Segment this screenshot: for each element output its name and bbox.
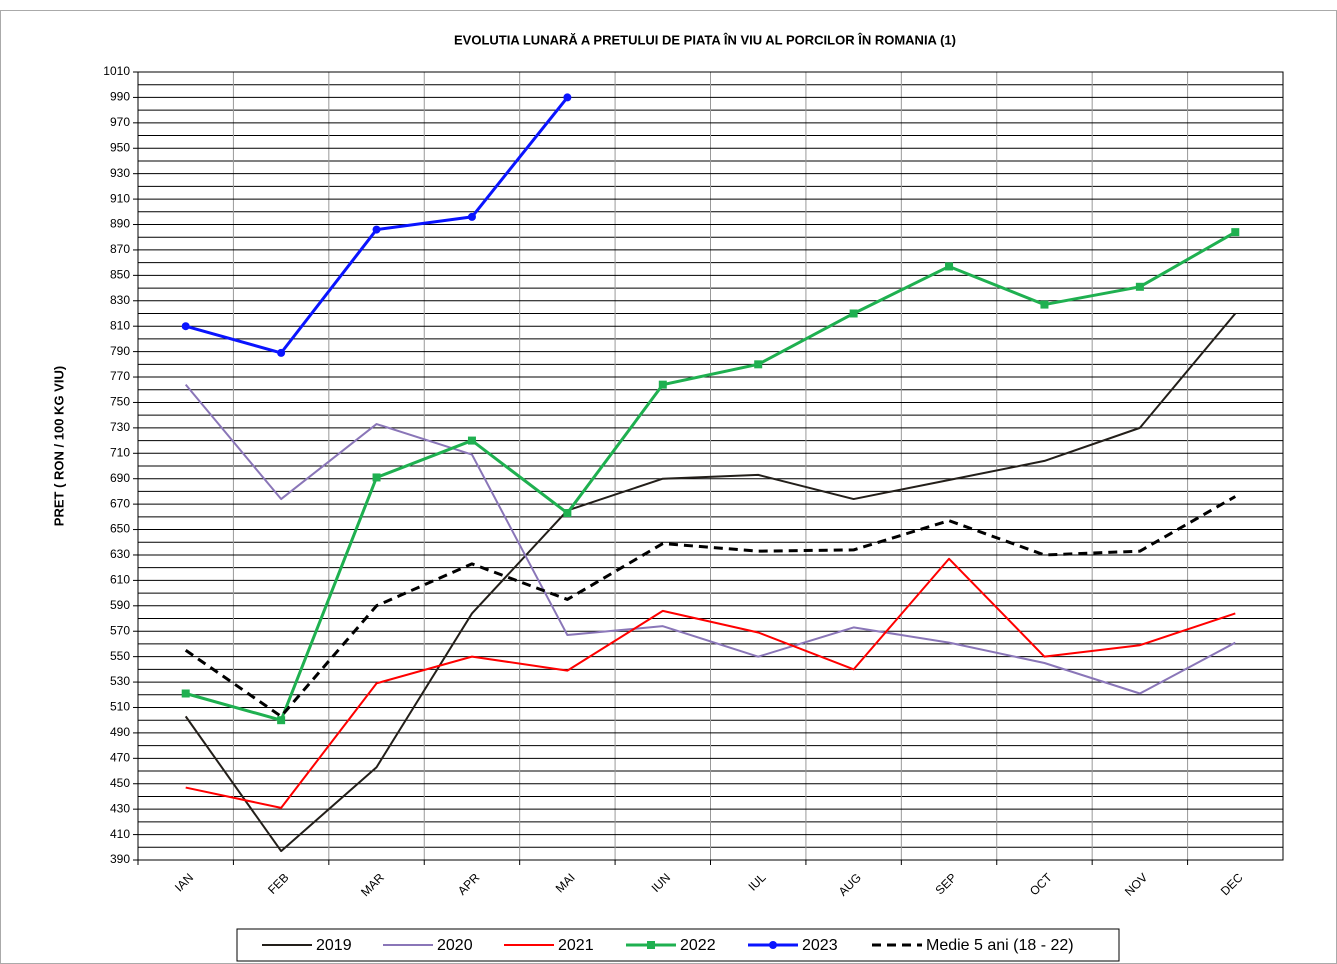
y-tick-label: 890 bbox=[110, 217, 130, 231]
y-tick-label: 470 bbox=[110, 750, 130, 764]
legend-marker bbox=[647, 941, 655, 949]
marker bbox=[467, 436, 476, 445]
y-tick-label: 710 bbox=[110, 445, 130, 459]
marker bbox=[1135, 282, 1144, 291]
marker bbox=[372, 225, 381, 234]
marker bbox=[467, 212, 476, 221]
marker bbox=[563, 93, 572, 102]
y-tick-label: 690 bbox=[110, 471, 130, 485]
marker bbox=[372, 473, 381, 482]
marker bbox=[181, 689, 190, 698]
marker bbox=[563, 509, 572, 518]
marker bbox=[754, 360, 763, 369]
legend-label: 2019 bbox=[316, 937, 352, 954]
legend-marker bbox=[769, 941, 777, 949]
y-tick-label: 430 bbox=[110, 801, 130, 815]
y-tick-label: 530 bbox=[110, 674, 130, 688]
y-tick-label: 810 bbox=[110, 318, 130, 332]
y-tick-label: 1010 bbox=[103, 64, 130, 78]
y-tick-label: 550 bbox=[110, 649, 130, 663]
marker bbox=[277, 348, 286, 357]
y-tick-label: 450 bbox=[110, 776, 130, 790]
legend-label: 2021 bbox=[558, 937, 594, 954]
y-tick-label: 610 bbox=[110, 573, 130, 587]
marker bbox=[849, 309, 858, 318]
legend-label: Medie 5 ani (18 - 22) bbox=[926, 937, 1074, 954]
series-line bbox=[185, 230, 1237, 722]
chart-frame bbox=[0, 10, 1337, 964]
series-line bbox=[184, 312, 1237, 853]
y-tick-label: 850 bbox=[110, 268, 130, 282]
marker bbox=[181, 322, 190, 331]
y-tick-label: 970 bbox=[110, 115, 130, 129]
y-tick-label: 510 bbox=[110, 700, 130, 714]
y-tick-label: 830 bbox=[110, 293, 130, 307]
y-tick-label: 930 bbox=[110, 166, 130, 180]
marker bbox=[1231, 228, 1240, 237]
marker bbox=[277, 716, 286, 725]
legend-label: 2023 bbox=[802, 937, 838, 954]
y-tick-label: 650 bbox=[110, 522, 130, 536]
y-tick-label: 390 bbox=[110, 852, 130, 866]
y-tick-label: 770 bbox=[110, 369, 130, 383]
legend-label: 2020 bbox=[437, 937, 473, 954]
y-tick-label: 490 bbox=[110, 725, 130, 739]
y-tick-label: 790 bbox=[110, 344, 130, 358]
y-tick-label: 670 bbox=[110, 496, 130, 510]
y-tick-label: 730 bbox=[110, 420, 130, 434]
y-tick-label: 590 bbox=[110, 598, 130, 612]
y-tick-label: 410 bbox=[110, 827, 130, 841]
chart-title: EVOLUTIA LUNARĂ A PRETULUI DE PIATA ÎN V… bbox=[454, 32, 956, 47]
y-tick-label: 950 bbox=[110, 140, 130, 154]
marker bbox=[1040, 300, 1049, 309]
y-axis-label: PRET ( RON / 100 KG VIU) bbox=[51, 366, 66, 526]
y-tick-label: 990 bbox=[110, 90, 130, 104]
y-tick-label: 870 bbox=[110, 242, 130, 256]
series-line bbox=[184, 384, 1236, 695]
series-line bbox=[185, 557, 1236, 809]
y-tick-label: 630 bbox=[110, 547, 130, 561]
marker bbox=[658, 380, 667, 389]
marker bbox=[945, 262, 954, 271]
y-tick-label: 750 bbox=[110, 395, 130, 409]
y-tick-label: 570 bbox=[110, 623, 130, 637]
y-tick-label: 910 bbox=[110, 191, 130, 205]
legend-label: 2022 bbox=[680, 937, 716, 954]
